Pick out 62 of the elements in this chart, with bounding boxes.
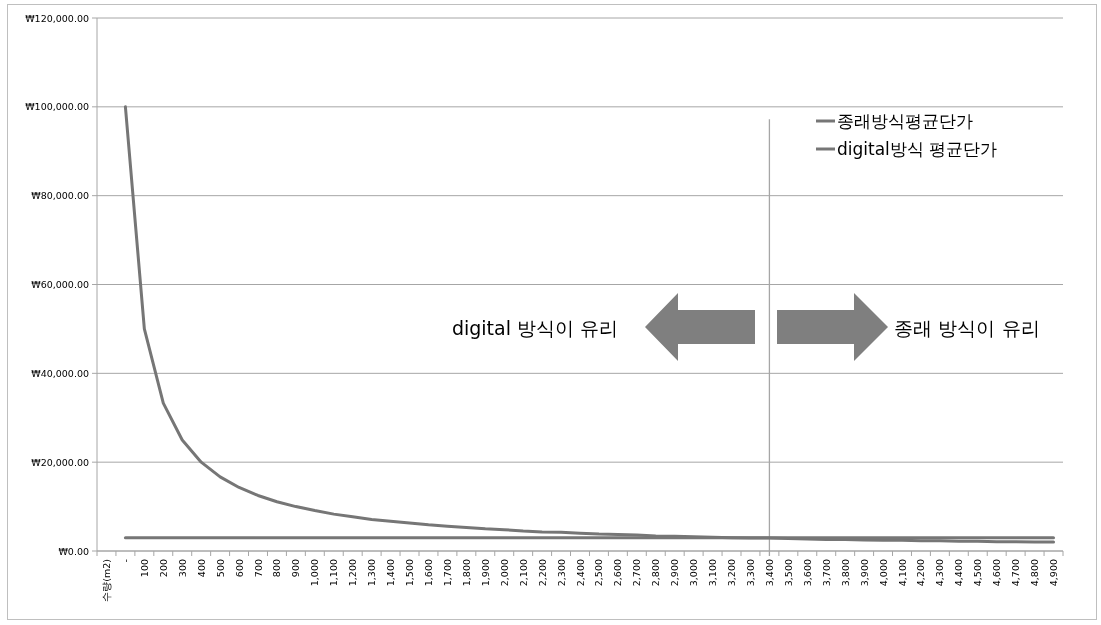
x-tick-label: 400 bbox=[195, 559, 207, 578]
x-tick-label: 4,500 bbox=[972, 559, 984, 587]
x-tick-label: 4,800 bbox=[1029, 559, 1041, 587]
x-tick-label: 4,100 bbox=[896, 559, 908, 587]
x-tick-label: 1,600 bbox=[422, 559, 434, 587]
x-tick-label: 100 bbox=[138, 559, 150, 578]
x-tick-label: 3,800 bbox=[839, 559, 851, 587]
annotation: digital 방식이 유리 bbox=[451, 317, 619, 339]
x-tick-label: 700 bbox=[252, 559, 264, 578]
y-tick-label: ₩40,000.00 bbox=[31, 367, 89, 379]
x-tick-label: 3,300 bbox=[744, 559, 756, 587]
x-tick-label: 1,700 bbox=[441, 559, 453, 587]
x-tick-label: 3,700 bbox=[820, 559, 832, 587]
x-tick-label: 수량(m2) bbox=[100, 559, 112, 602]
y-tick-label: ₩0.00 bbox=[58, 545, 89, 557]
x-tick-label: 800 bbox=[271, 559, 283, 578]
x-tick-label: - bbox=[119, 559, 131, 563]
x-tick-label: 2,200 bbox=[536, 559, 548, 587]
x-tick-label: 2,500 bbox=[593, 559, 605, 587]
y-tick-label: ₩100,000.00 bbox=[25, 101, 89, 113]
y-tick-label: ₩60,000.00 bbox=[31, 279, 89, 290]
x-tick-label: 1,800 bbox=[460, 559, 472, 587]
y-tick-label: ₩20,000.00 bbox=[31, 456, 89, 468]
x-tick-label: 1,400 bbox=[385, 559, 397, 587]
x-tick-label: 4,300 bbox=[934, 559, 946, 587]
y-tick-label: ₩120,000.00 bbox=[25, 12, 89, 24]
x-tick-label: 2,700 bbox=[631, 559, 643, 587]
x-tick-label: 3,200 bbox=[726, 559, 738, 587]
x-tick-label: 3,900 bbox=[858, 559, 870, 587]
legend-label: digital방식 평균단가 bbox=[837, 139, 998, 159]
x-tick-label: 2,600 bbox=[612, 559, 624, 587]
x-tick-label: 200 bbox=[157, 559, 169, 578]
x-tick-label: 1,100 bbox=[328, 559, 340, 587]
x-tick-label: 4,900 bbox=[1048, 559, 1060, 587]
x-tick-label: 4,700 bbox=[1010, 559, 1022, 587]
x-tick-label: 1,300 bbox=[366, 559, 378, 587]
annotation: 종래 방식이 유리 bbox=[894, 317, 1040, 339]
x-tick-label: 2,900 bbox=[669, 559, 681, 587]
x-tick-label: 4,600 bbox=[991, 559, 1003, 587]
x-tick-label: 2,800 bbox=[650, 559, 662, 587]
x-tick-label: 1,500 bbox=[404, 559, 416, 587]
y-tick-label: ₩80,000.00 bbox=[31, 190, 89, 202]
x-tick-label: 3,600 bbox=[801, 559, 813, 587]
x-tick-label: 3,400 bbox=[763, 559, 775, 587]
x-tick-label: 3,500 bbox=[782, 559, 794, 587]
x-tick-label: 3,100 bbox=[707, 559, 719, 587]
x-tick-label: 500 bbox=[214, 559, 226, 578]
x-tick-label: 4,000 bbox=[877, 559, 889, 587]
legend-label: 종래방식평균단가 bbox=[837, 111, 973, 131]
x-tick-label: 1,000 bbox=[309, 559, 321, 587]
x-tick-label: 1,200 bbox=[347, 559, 359, 587]
x-tick-label: 2,300 bbox=[555, 559, 567, 587]
x-tick-label: 1,900 bbox=[479, 559, 491, 587]
x-tick-label: 2,100 bbox=[517, 559, 529, 587]
x-tick-label: 300 bbox=[176, 559, 188, 578]
x-tick-label: 4,400 bbox=[953, 559, 965, 587]
x-tick-label: 3,000 bbox=[688, 559, 700, 587]
x-tick-label: 2,400 bbox=[574, 559, 586, 587]
x-tick-label: 2,000 bbox=[498, 559, 510, 587]
x-tick-label: 4,200 bbox=[915, 559, 927, 587]
x-tick-label: 900 bbox=[290, 559, 302, 578]
x-tick-label: 600 bbox=[233, 559, 245, 578]
